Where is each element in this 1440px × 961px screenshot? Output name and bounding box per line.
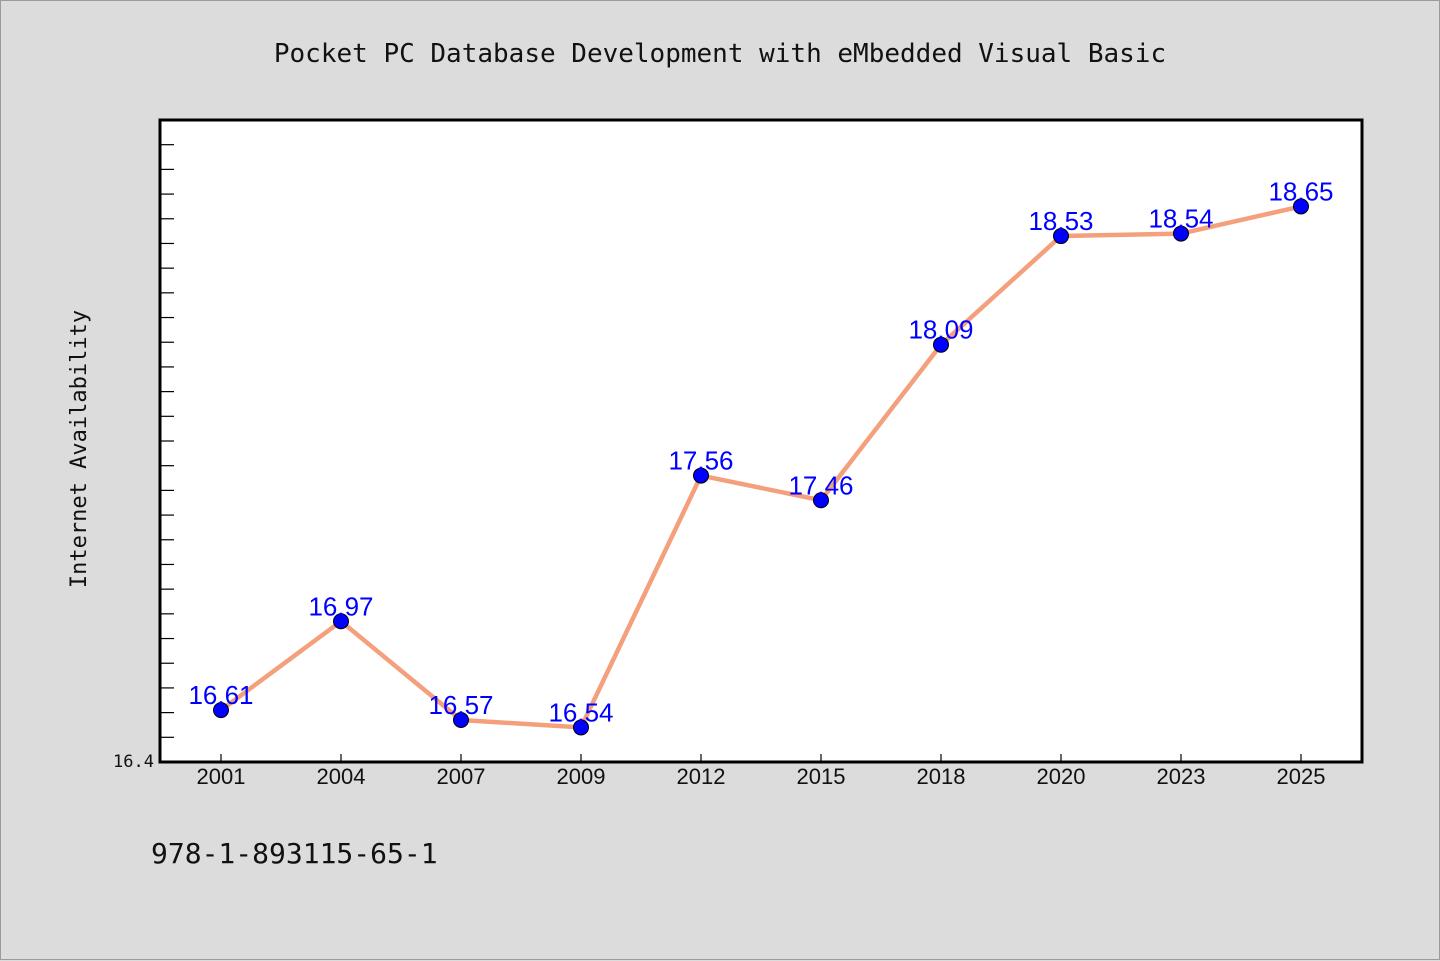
data-point-9 xyxy=(1293,198,1309,215)
x-tick-label-2: 2007 xyxy=(437,764,486,789)
data-point-0 xyxy=(213,702,229,719)
data-label-3: 16.54 xyxy=(548,697,613,727)
data-label-0: 16.61 xyxy=(188,680,253,710)
data-label-7: 18.53 xyxy=(1028,206,1093,236)
chart-title: Pocket PC Database Development with eMbe… xyxy=(274,39,1166,69)
x-tick-label-5: 2015 xyxy=(797,764,846,789)
x-tick-label-1: 2004 xyxy=(317,764,366,789)
x-tick-label-4: 2012 xyxy=(677,764,726,789)
data-point-5 xyxy=(813,492,829,509)
data-point-8 xyxy=(1173,225,1189,242)
data-point-1 xyxy=(333,613,349,630)
data-point-3 xyxy=(573,719,589,736)
data-point-4 xyxy=(693,467,709,484)
data-label-8: 18.54 xyxy=(1148,204,1213,234)
x-axis-ticks: 2001 2004 2007 2009 2012 2015 2018 2020 2023 2025 xyxy=(197,754,1326,789)
plot-area xyxy=(158,118,1364,764)
data-series: 16.61 16.97 16.57 16.54 17.56 17.46 18.09 18.53… xyxy=(188,176,1334,736)
data-point-2 xyxy=(453,712,469,729)
y-tick-label-0: 16.4 xyxy=(113,752,154,772)
x-tick-label-6: 2018 xyxy=(917,764,966,789)
footer-isbn: 978-1-893115-65-1 xyxy=(151,837,438,870)
series-line xyxy=(219,204,1302,730)
data-label-4: 17.56 xyxy=(668,446,733,476)
x-tick-label-3: 2009 xyxy=(557,764,606,789)
data-label-6: 18.09 xyxy=(908,315,973,345)
x-tick-label-7: 2020 xyxy=(1037,764,1086,789)
x-tick-label-0: 2001 xyxy=(197,764,246,789)
data-label-5: 17.46 xyxy=(788,470,853,500)
data-point-6 xyxy=(933,336,949,353)
x-tick-label-9: 2025 xyxy=(1277,764,1326,789)
y-axis-ticks: 16.4 xyxy=(113,144,174,772)
x-tick-label-8: 2023 xyxy=(1157,764,1206,789)
data-label-1: 16.97 xyxy=(308,591,373,621)
data-label-2: 16.57 xyxy=(428,690,493,720)
data-point-7 xyxy=(1053,228,1069,245)
data-label-9: 18.65 xyxy=(1268,176,1333,206)
y-axis-label: Internet Availability xyxy=(67,310,92,588)
